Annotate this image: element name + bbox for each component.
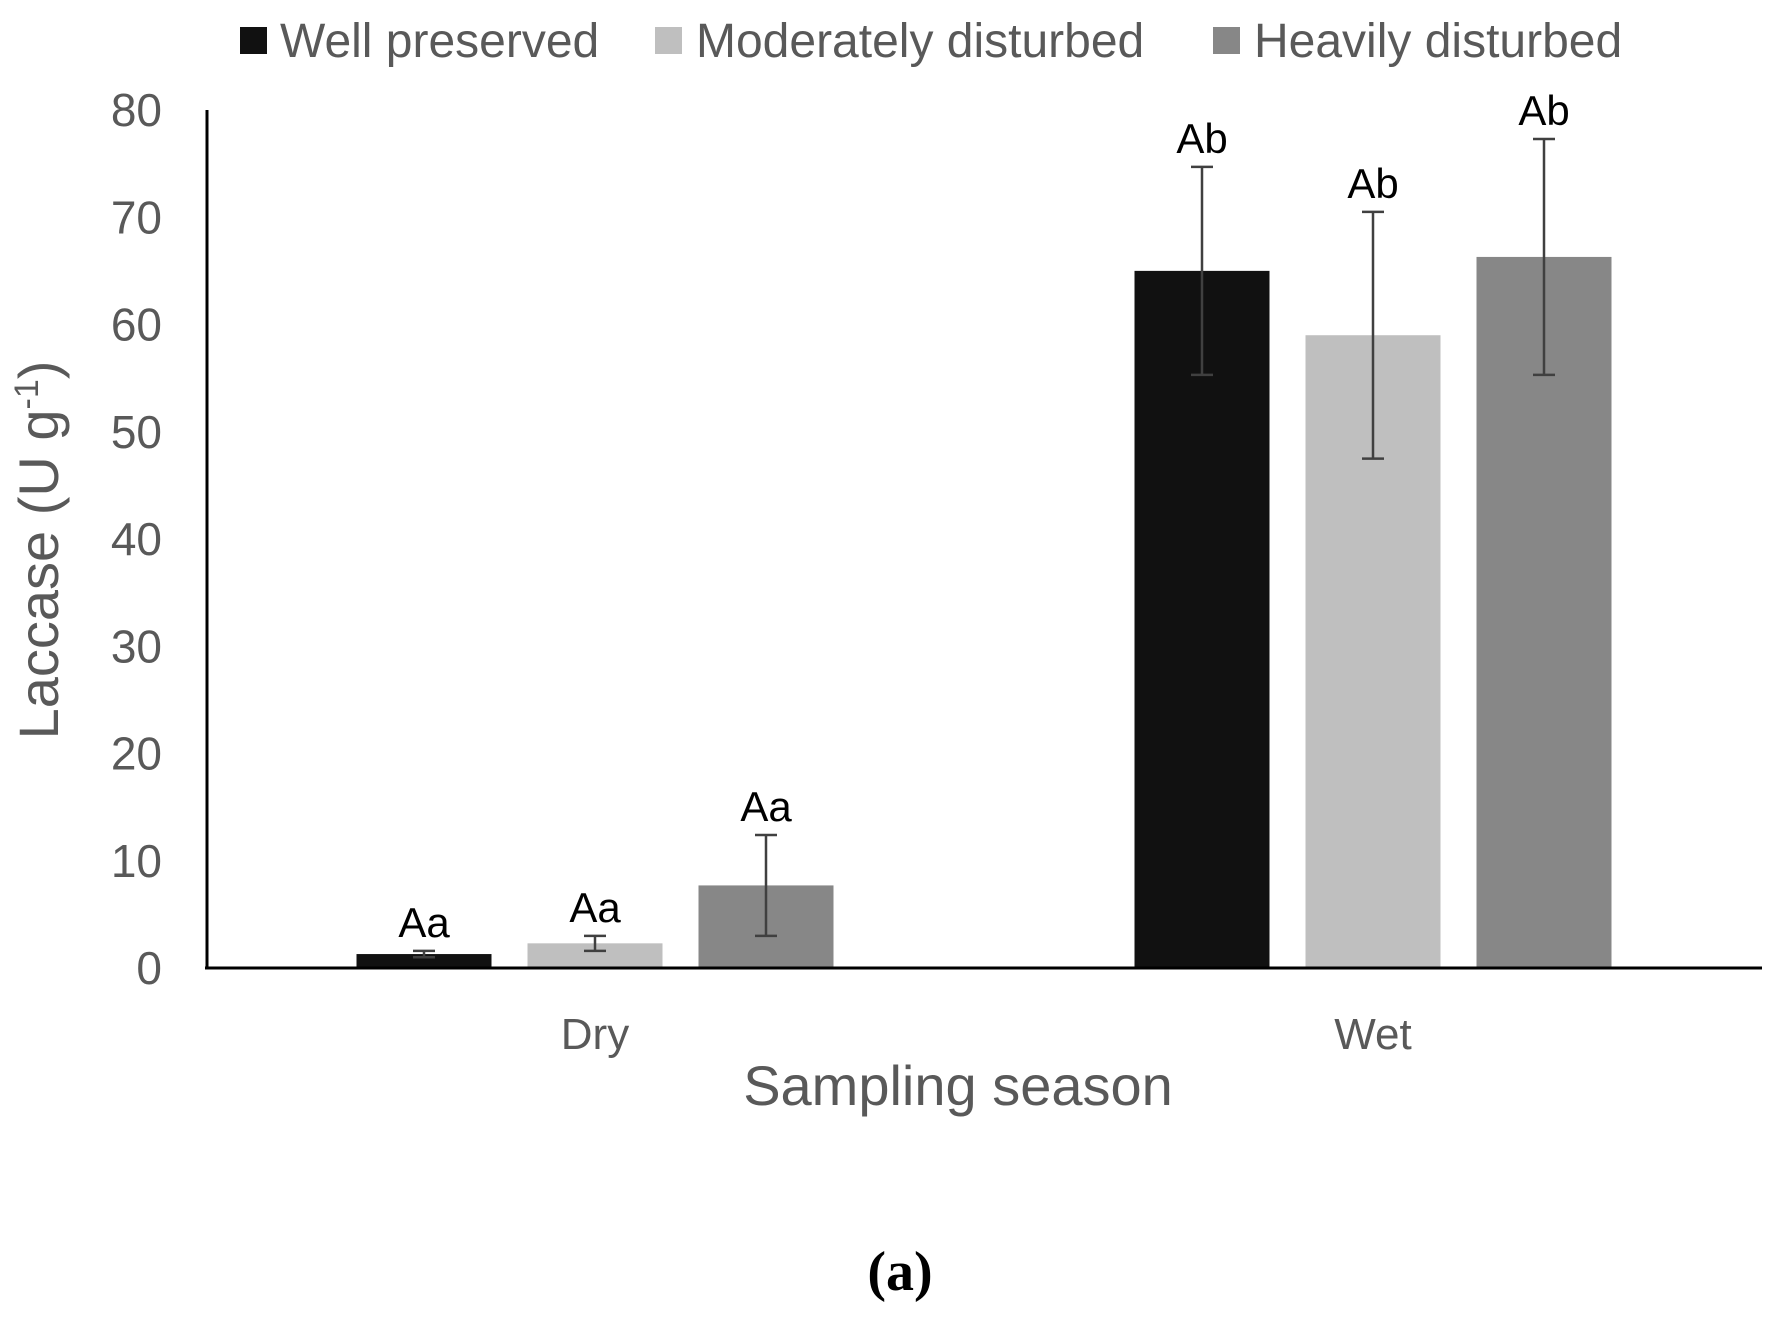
y-tick-label: 40 <box>111 513 162 565</box>
legend-swatch-heavily-disturbed <box>1213 27 1240 54</box>
y-tick-label: 20 <box>111 728 162 780</box>
legend-label-moderately-disturbed: Moderately disturbed <box>696 15 1144 68</box>
y-tick-label: 0 <box>136 942 162 994</box>
y-tick-label: 60 <box>111 299 162 351</box>
y-tick-label: 30 <box>111 620 162 672</box>
significance-letter: Ab <box>1518 87 1569 134</box>
legend-label-heavily-disturbed: Heavily disturbed <box>1254 15 1622 68</box>
legend-label-well-preserved: Well preserved <box>280 15 599 68</box>
error-bars <box>413 137 1555 959</box>
y-axis-ticks: 0 10 20 30 40 50 60 70 80 <box>111 84 162 994</box>
bar-well-preserved-wet <box>1134 270 1270 968</box>
legend-swatch-well-preserved <box>240 27 267 54</box>
significance-letter: Aa <box>569 884 621 931</box>
significance-letter: Ab <box>1176 115 1227 162</box>
x-tick-label-dry: Dry <box>561 1010 629 1059</box>
x-axis-ticks: Dry Wet <box>561 1010 1412 1059</box>
x-axis-title: Sampling season <box>743 1054 1173 1117</box>
y-tick-label: 80 <box>111 84 162 136</box>
y-axis-title: Laccase (U g-1) <box>7 361 70 740</box>
y-tick-label: 10 <box>111 835 162 887</box>
significance-letter: Aa <box>740 783 792 830</box>
x-tick-label-wet: Wet <box>1334 1010 1411 1059</box>
legend-swatch-moderately-disturbed <box>655 27 682 54</box>
significance-letter: Ab <box>1347 160 1398 207</box>
y-tick-label: 70 <box>111 191 162 243</box>
significance-letter: Aa <box>398 899 450 946</box>
legend: Well preserved Moderately disturbed Heavil… <box>240 15 1622 68</box>
bars <box>356 256 1612 969</box>
bar-well-preserved-dry <box>356 954 492 968</box>
panel-label: (a) <box>867 1241 932 1303</box>
significance-letters: Aa Ab Aa Ab Aa Ab <box>398 87 1569 946</box>
y-tick-label: 50 <box>111 406 162 458</box>
